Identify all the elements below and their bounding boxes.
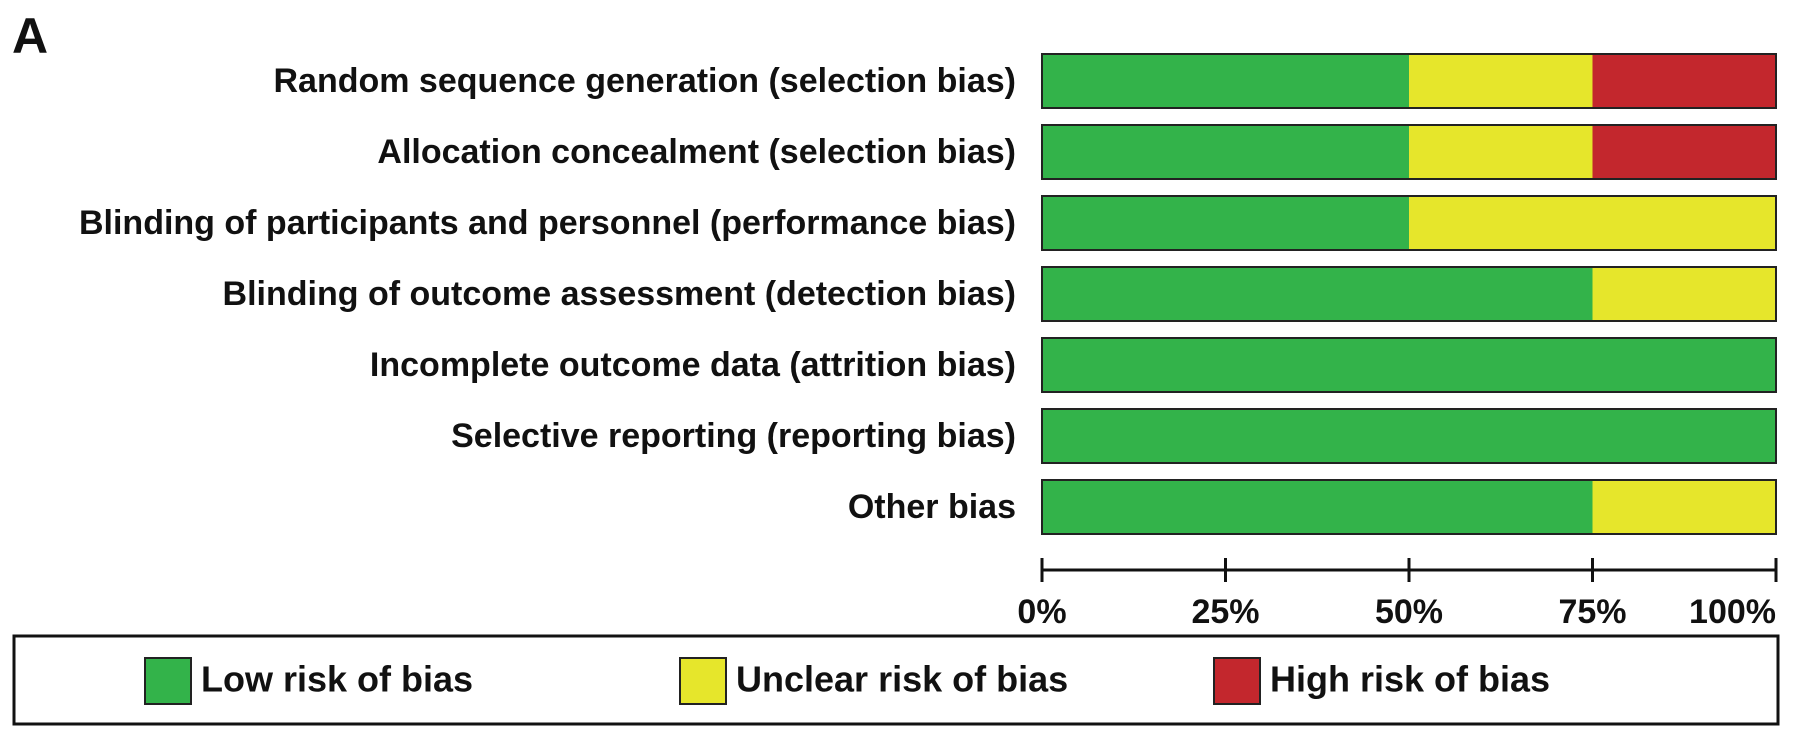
legend-swatch — [144, 657, 192, 705]
bar-outline — [1041, 408, 1777, 464]
bar-outline — [1041, 337, 1777, 393]
x-tick-label: 100% — [1689, 593, 1776, 631]
legend-box — [12, 634, 1780, 726]
category-label: Blinding of outcome assessment (detectio… — [223, 275, 1016, 313]
bar-segment — [1042, 338, 1776, 392]
x-tick-label: 0% — [1017, 593, 1066, 631]
bar-segment — [1409, 196, 1776, 250]
bar-segment — [1042, 196, 1409, 250]
bar-segment — [1592, 54, 1776, 108]
legend-swatch — [679, 657, 727, 705]
category-label: Selective reporting (reporting bias) — [451, 417, 1016, 455]
legend-label: Low risk of bias — [201, 659, 473, 700]
bar-segment — [1042, 267, 1593, 321]
bar-outline — [1041, 195, 1777, 251]
bar-outline — [1041, 53, 1777, 109]
category-label: Allocation concealment (selection bias) — [377, 133, 1016, 171]
bar-segment — [1042, 409, 1776, 463]
x-tick-label: 50% — [1375, 593, 1443, 631]
category-label: Incomplete outcome data (attrition bias) — [370, 346, 1016, 384]
x-tick-label: 25% — [1191, 593, 1259, 631]
bar-segment — [1592, 267, 1776, 321]
bar-segment — [1042, 125, 1409, 179]
category-label: Blinding of participants and personnel (… — [79, 204, 1016, 242]
panel-label: A — [12, 8, 48, 64]
bar-outline — [1041, 479, 1777, 535]
bar-segment — [1592, 125, 1776, 179]
bar-outline — [1041, 124, 1777, 180]
category-label: Random sequence generation (selection bi… — [273, 62, 1016, 100]
legend-label: High risk of bias — [1270, 659, 1550, 700]
bar-segment — [1409, 125, 1593, 179]
bar-outline — [1041, 266, 1777, 322]
legend-swatch — [1213, 657, 1261, 705]
bar-segment — [1409, 54, 1593, 108]
bar-segment — [1042, 480, 1593, 534]
bar-segment — [1042, 54, 1409, 108]
category-label: Other bias — [848, 488, 1016, 526]
bar-segment — [1592, 480, 1776, 534]
x-tick-label: 75% — [1558, 593, 1626, 631]
legend-label: Unclear risk of bias — [736, 659, 1068, 700]
